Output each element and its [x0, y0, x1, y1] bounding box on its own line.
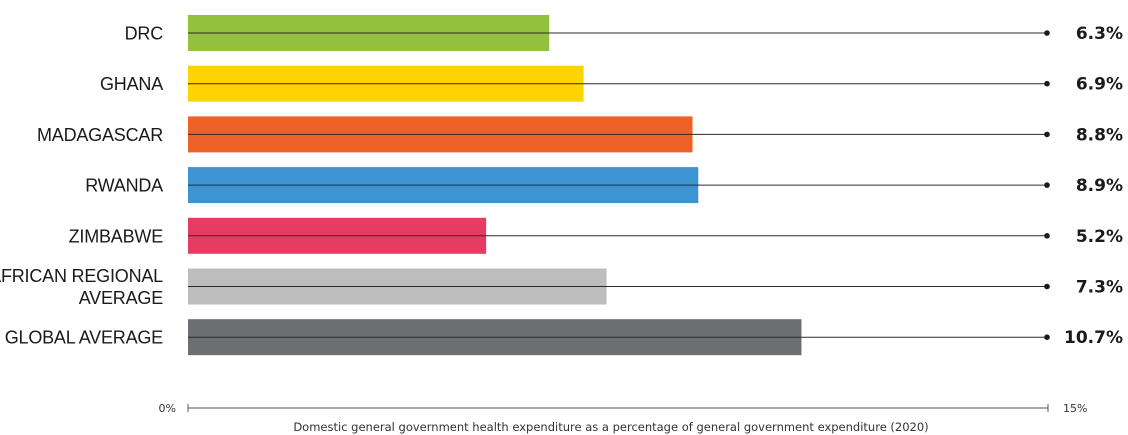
leader-dot-madagascar: [1044, 131, 1050, 138]
bar-row-ghana: GHANA 6.9%: [100, 65, 1123, 102]
bar-row-global-average: GLOBAL AVERAGE 10.7%: [5, 319, 1123, 356]
leader-dot-zimbabwe: [1044, 233, 1050, 239]
category-label-zimbabwe: ZIMBABWE: [69, 226, 164, 246]
category-label-ghana: GHANA: [100, 74, 163, 94]
value-label-ghana: 6.9%: [1076, 75, 1123, 95]
leader-dot-drc: [1044, 30, 1050, 36]
value-label-rwanda: 8.9%: [1076, 176, 1123, 196]
leader-dot-global-average: [1044, 334, 1050, 341]
bar-row-african-regional-average: AFRICAN REGIONAL AVERAGE 7.3%: [0, 266, 1123, 308]
category-label-drc: DRC: [125, 24, 164, 44]
category-label-african-regional-average: AFRICAN REGIONAL AVERAGE: [0, 266, 163, 308]
category-label-global-average: GLOBAL AVERAGE: [5, 328, 163, 348]
bar-row-rwanda: RWANDA 8.9%: [85, 167, 1123, 204]
category-label-rwanda: RWANDA: [85, 176, 163, 196]
value-label-madagascar: 8.8%: [1076, 125, 1123, 145]
category-label-madagascar: MADAGASCAR: [37, 125, 163, 145]
bar-row-madagascar: MADAGASCAR 8.8%: [37, 116, 1123, 153]
leader-dot-ghana: [1044, 80, 1050, 87]
leader-dot-african-regional-average: [1044, 283, 1050, 290]
value-label-global-average: 10.7%: [1064, 328, 1123, 348]
value-label-drc: 6.3%: [1076, 24, 1123, 44]
x-tick-label-end: 15%: [1063, 402, 1087, 415]
x-axis-title: Domestic general government health expen…: [293, 420, 928, 434]
value-label-zimbabwe: 5.2%: [1076, 227, 1123, 247]
bar-row-drc: DRC 6.3%: [125, 15, 1123, 51]
bar-row-zimbabwe: ZIMBABWE 5.2%: [69, 217, 1123, 254]
x-tick-label-start: 0%: [159, 402, 176, 415]
leader-dot-rwanda: [1044, 182, 1050, 188]
value-label-african-regional-average: 7.3%: [1076, 278, 1123, 298]
